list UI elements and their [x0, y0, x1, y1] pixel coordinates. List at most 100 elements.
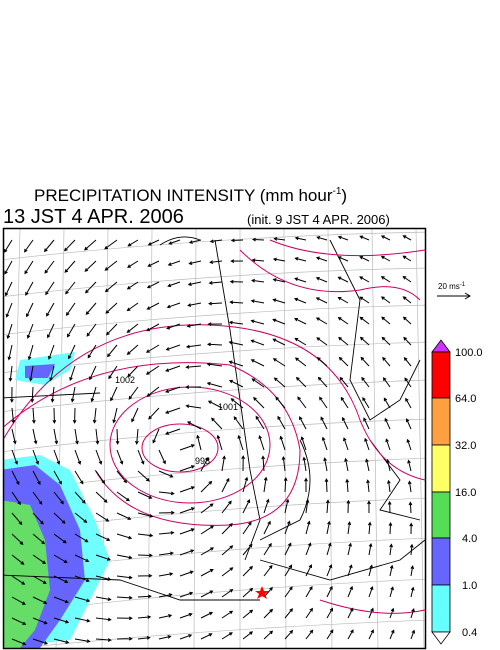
wind-arrow	[368, 629, 374, 640]
map-frame	[2, 227, 427, 650]
wind-arrow	[66, 323, 76, 338]
wind-arrow	[283, 477, 288, 493]
wind-arrow	[316, 337, 328, 346]
wind-arrow	[158, 491, 175, 496]
wind-arrow	[407, 459, 412, 472]
wind-arrow	[406, 438, 412, 451]
wind-arrow	[43, 239, 55, 253]
wind-arrow	[408, 501, 413, 514]
wind-vectors	[4, 235, 416, 646]
wind-arrow	[116, 533, 133, 540]
wind-arrow	[389, 543, 393, 556]
valid-time: 13 JST 4 APR. 2006	[3, 206, 184, 228]
wind-arrow	[145, 365, 160, 375]
wind-arrow	[263, 564, 273, 577]
wind-arrow	[410, 565, 415, 577]
wind-arrow	[242, 521, 252, 535]
wind-arrow	[158, 635, 172, 640]
wind-arrow	[389, 629, 395, 640]
wind-arrow	[200, 457, 209, 472]
wind-arrow	[11, 428, 17, 445]
wind-arrow	[8, 365, 13, 382]
colorbar-segment	[431, 351, 451, 399]
wind-arrow	[29, 365, 34, 382]
wind-arrow	[9, 386, 14, 403]
wind-arrow	[316, 357, 328, 367]
wind-arrow	[297, 396, 307, 409]
wind-arrow	[273, 377, 286, 388]
wind-arrow	[347, 607, 354, 619]
wind-arrow	[305, 498, 310, 514]
wind-arrow	[185, 385, 202, 389]
wind-arrow	[135, 428, 139, 445]
colorbar-label: 0.4	[462, 627, 477, 639]
wind-arrow	[53, 638, 70, 644]
wind-arrow	[74, 638, 91, 643]
wind-arrow	[53, 596, 69, 604]
wind-arrow	[74, 449, 82, 465]
wind-arrow	[208, 301, 223, 306]
wind-arrow	[294, 317, 307, 325]
wind-arrow	[158, 470, 174, 478]
wind-arrow	[65, 281, 76, 295]
wind-arrow	[207, 400, 223, 409]
wind-arrow	[389, 564, 394, 577]
wind-arrow	[346, 499, 351, 514]
wind-arrow	[320, 416, 328, 430]
station-star	[255, 586, 269, 599]
wind-arrow	[148, 407, 160, 420]
wind-arrow	[221, 545, 234, 556]
wind-arrow	[344, 457, 349, 472]
wind-arrow	[380, 235, 391, 241]
wind-arrow	[359, 296, 370, 304]
wind-arrow	[32, 638, 49, 645]
wind-arrow	[52, 407, 57, 424]
wind-arrow	[302, 456, 307, 472]
wind-arrow	[95, 449, 103, 465]
wind-arrow	[89, 365, 97, 381]
wind-arrow	[242, 565, 253, 577]
wind-arrow	[284, 586, 293, 598]
wind-arrow	[200, 525, 215, 535]
wind-arrow	[95, 638, 112, 642]
wind-arrow	[284, 564, 293, 577]
colorbar-over	[431, 339, 451, 353]
wind-arrow	[326, 629, 334, 640]
colorbar-label: 1.0	[462, 580, 477, 592]
wind-arrow	[368, 586, 374, 598]
wind-arrow	[305, 585, 313, 598]
wind-arrow	[74, 596, 91, 603]
wind-arrow	[179, 570, 194, 577]
wind-arrow	[200, 547, 215, 556]
wind-arrow	[242, 587, 254, 598]
wind-arrow	[315, 256, 328, 262]
wind-arrow	[402, 275, 412, 283]
wind-arrow	[321, 436, 328, 451]
wind-arrow	[179, 507, 195, 514]
wind-arrow	[165, 428, 181, 435]
wind-arrow	[112, 407, 118, 424]
wind-arrow	[146, 386, 160, 397]
colorbar-label: 64.0	[455, 393, 476, 405]
wind-arrow	[116, 636, 133, 641]
wind-arrow	[294, 297, 307, 304]
wind-arrow	[382, 356, 391, 367]
wind-arrow	[365, 458, 370, 472]
wind-arrow	[179, 591, 194, 598]
title-exponent: -1	[332, 186, 341, 197]
wind-arrow	[364, 437, 370, 451]
wind-arrow	[131, 407, 139, 423]
wind-arrow	[389, 607, 395, 619]
wind-arrow	[381, 336, 391, 346]
wind-arrow	[230, 398, 244, 409]
wind-arrow	[409, 543, 414, 556]
vector-scale-label: 20 ms-1	[438, 282, 466, 291]
wind-arrow	[284, 520, 291, 535]
wind-arrow	[273, 237, 286, 241]
wind-arrow	[11, 407, 16, 424]
wind-arrow	[167, 281, 181, 288]
wind-arrow	[115, 428, 120, 445]
wind-arrow	[209, 239, 223, 244]
wind-arrow	[305, 542, 312, 556]
